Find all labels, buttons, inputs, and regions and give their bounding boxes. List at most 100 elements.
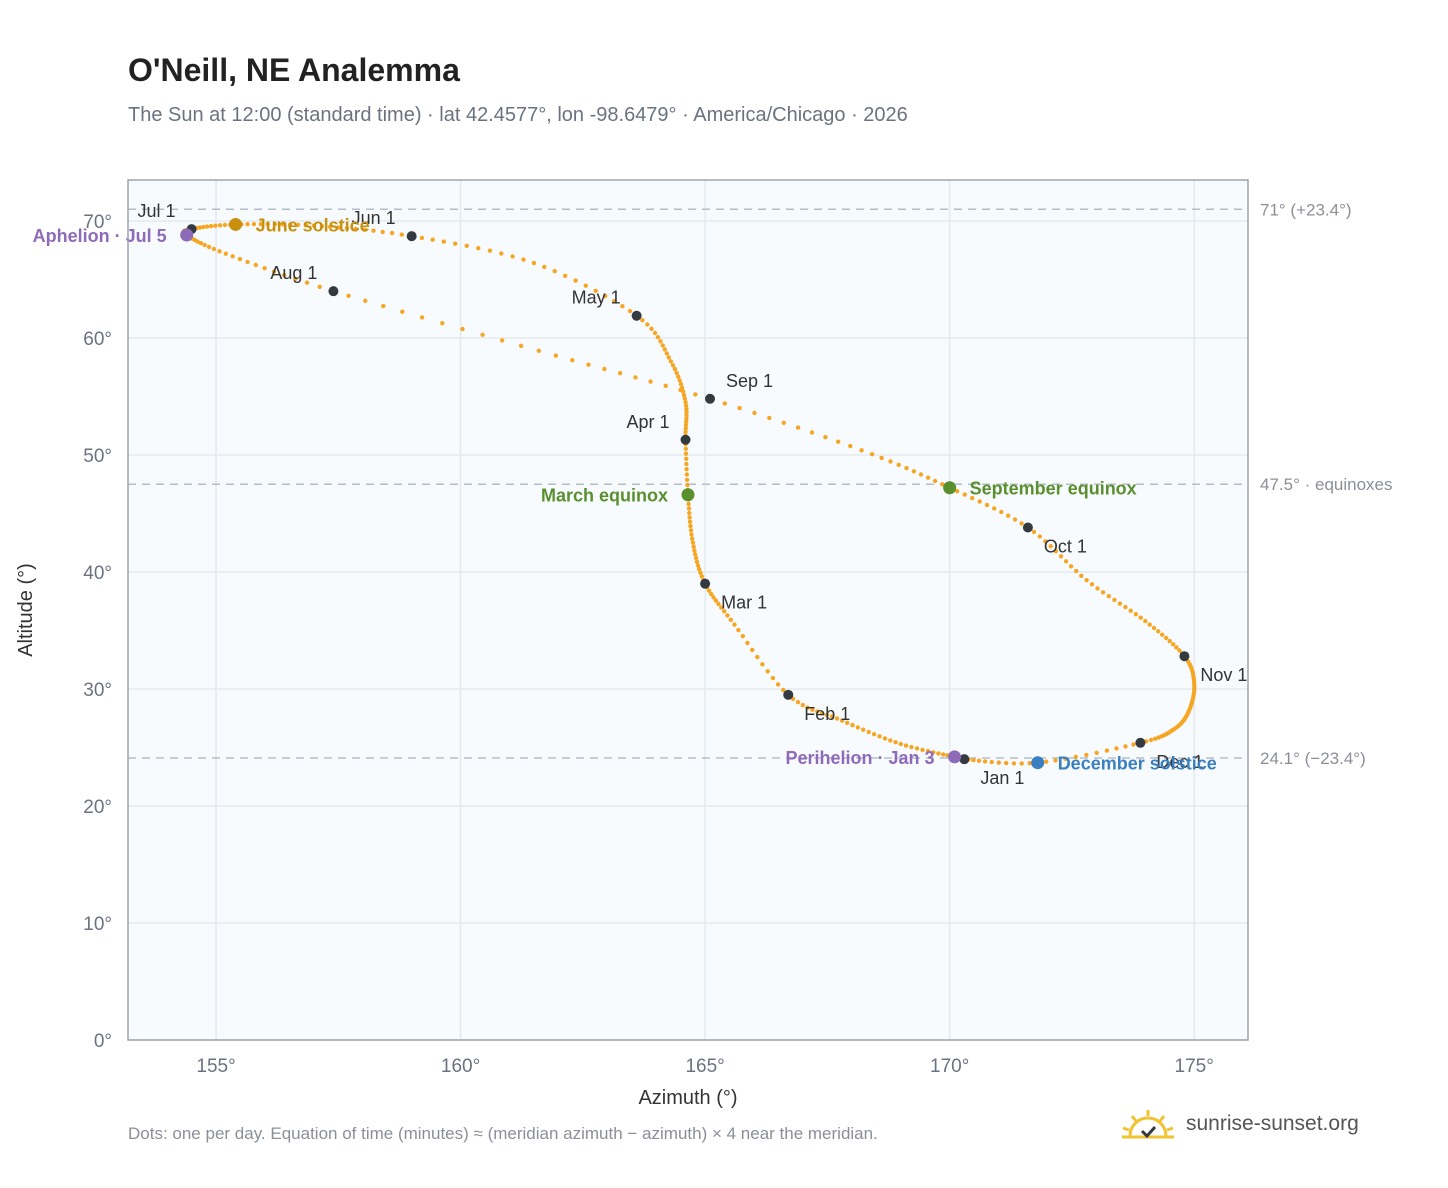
reference-lines: 71° (+23.4°) 47.5° · equinoxes 24.1° (−23.…	[128, 200, 1393, 768]
day-dot	[1123, 744, 1128, 749]
event-label: December solstice	[1058, 754, 1217, 774]
day-dot	[419, 315, 425, 320]
day-dot	[713, 598, 719, 603]
day-dot	[586, 362, 591, 367]
brand[interactable]: sunrise-sunset.org	[1120, 1104, 1359, 1144]
day-dot	[217, 249, 222, 254]
axis-ticks: 155° 160° 165° 170° 175° 0° 10° 20° 30° 40° 50° 60°…	[83, 212, 1214, 1077]
reference-line-label: 71° (+23.4°)	[1260, 200, 1352, 219]
day-dot	[888, 459, 893, 464]
month-label: Nov 1	[1200, 665, 1247, 685]
day-dot	[668, 359, 674, 364]
day-dot	[1133, 612, 1139, 617]
day-dot	[1106, 594, 1112, 599]
day-dot	[271, 269, 277, 274]
day-dot	[693, 552, 698, 557]
day-dot	[262, 266, 267, 271]
day-dot	[460, 326, 465, 332]
day-dot	[725, 613, 730, 618]
day-dot	[664, 351, 669, 356]
day-dot	[699, 574, 704, 579]
day-dot	[288, 222, 293, 227]
day-dot	[648, 379, 653, 384]
day-dot	[633, 375, 638, 380]
day-dot	[1063, 559, 1069, 564]
day-dot	[745, 640, 750, 646]
day-dot	[662, 347, 667, 352]
day-dot	[683, 446, 688, 451]
day-dot	[1084, 578, 1089, 583]
day-dot	[920, 747, 925, 753]
day-dot	[695, 563, 701, 568]
day-dot	[430, 237, 435, 242]
day-dot	[293, 276, 298, 281]
day-dot	[663, 383, 668, 388]
day-dot	[1138, 615, 1143, 620]
x-tick-label: 170°	[930, 1056, 969, 1077]
chart-title: O'Neill, NE Analemma	[128, 52, 460, 88]
day-dot	[683, 429, 688, 435]
y-tick-label: 10°	[83, 914, 112, 935]
month-label: Jun 1	[352, 208, 396, 228]
day-dot	[1044, 759, 1049, 764]
day-dot	[327, 224, 333, 229]
day-dot	[1148, 737, 1154, 743]
day-dot	[419, 235, 425, 241]
day-dot	[775, 682, 781, 687]
month-dot	[705, 393, 716, 404]
day-dot	[752, 410, 757, 416]
day-dot	[1063, 756, 1068, 761]
day-dot	[536, 348, 541, 353]
day-dot	[829, 714, 835, 719]
event-label: Aphelion · Jul 5	[33, 226, 167, 246]
day-dot	[685, 482, 690, 488]
day-dot	[317, 284, 322, 289]
day-dot	[1160, 632, 1165, 637]
day-dot	[295, 222, 301, 227]
day-dot	[1171, 642, 1176, 647]
day-dot	[824, 712, 830, 718]
day-dot	[893, 740, 898, 745]
day-dot	[722, 609, 727, 614]
day-dot	[201, 224, 206, 230]
day-dot	[1019, 761, 1024, 766]
sun-logo-icon	[1122, 1110, 1174, 1139]
day-dot	[823, 435, 828, 440]
day-dot	[480, 332, 485, 337]
day-dot	[682, 396, 687, 401]
day-dot	[453, 241, 458, 246]
day-dot	[740, 634, 745, 639]
month-dot	[1135, 737, 1146, 748]
day-dot	[732, 622, 737, 627]
day-dot	[848, 443, 853, 449]
day-dot	[819, 711, 825, 716]
day-dot	[781, 420, 786, 425]
day-dot	[510, 254, 515, 259]
day-dot	[992, 506, 997, 511]
day-dot	[304, 280, 310, 285]
day-dot	[640, 318, 645, 323]
day-dot	[692, 548, 697, 553]
day-dot	[781, 687, 786, 693]
day-dot	[691, 544, 696, 549]
day-dot	[719, 605, 724, 610]
day-dot	[688, 528, 694, 533]
day-dot	[620, 304, 625, 309]
day-dot	[970, 495, 975, 501]
day-dot	[499, 251, 504, 256]
day-dot	[208, 223, 214, 229]
day-dot	[1006, 513, 1011, 518]
day-dot	[672, 366, 678, 372]
event-dot	[229, 217, 243, 231]
day-dot	[441, 239, 446, 244]
day-dot	[810, 707, 815, 712]
event-markers: June solstice Aphelion · Jul 5 March equin…	[33, 215, 1217, 773]
day-dot	[213, 223, 218, 228]
day-dot	[760, 662, 765, 667]
day-dot	[955, 489, 960, 494]
day-dot	[1143, 618, 1148, 624]
brand-name: sunrise-sunset.org	[1186, 1112, 1359, 1135]
day-dot	[877, 734, 882, 739]
day-dot	[679, 385, 685, 391]
day-dot	[223, 251, 228, 256]
